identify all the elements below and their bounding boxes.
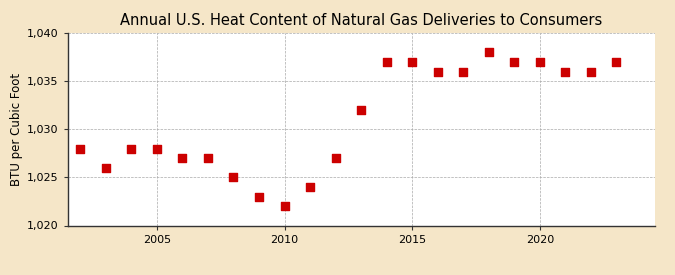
Point (151, 146, 162, 151)
Title: Annual U.S. Heat Content of Natural Gas Deliveries to Consumers: Annual U.S. Heat Content of Natural Gas … (120, 13, 602, 28)
Point (483, 50, 494, 54)
Point (611, 60, 622, 64)
Point (407, 60, 418, 64)
Point (101, 166, 111, 170)
Point (228, 175, 239, 180)
Point (356, 108, 367, 112)
Point (126, 146, 137, 151)
Y-axis label: BTU per Cubic Foot: BTU per Cubic Foot (9, 73, 23, 186)
Point (254, 194, 265, 199)
Point (202, 156, 213, 160)
Point (279, 204, 290, 208)
Point (458, 69, 468, 74)
Point (381, 60, 392, 64)
Point (535, 60, 545, 64)
Point (509, 60, 520, 64)
Point (177, 156, 188, 160)
Point (304, 185, 315, 189)
Point (75, 146, 86, 151)
Point (330, 156, 341, 160)
Point (432, 69, 443, 74)
Point (585, 69, 596, 74)
Point (560, 69, 571, 74)
